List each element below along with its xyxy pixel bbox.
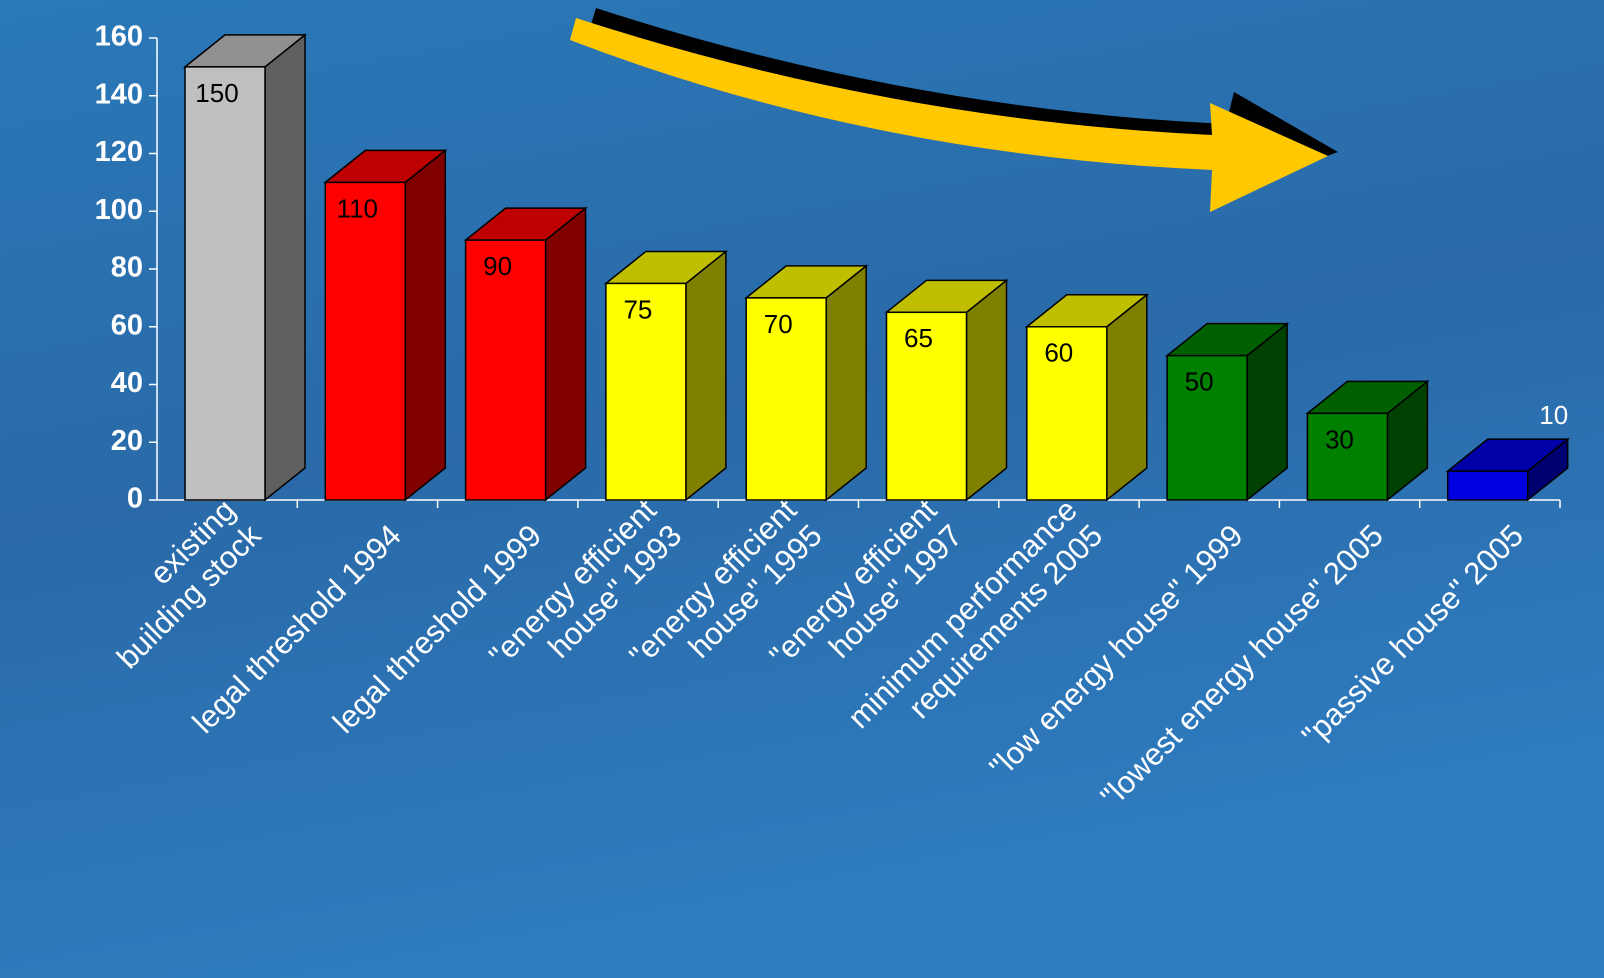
value-label: 150 [195,78,238,108]
value-label: 65 [904,323,933,353]
bar [1305,379,1430,502]
bar-side [544,206,587,502]
y-tick-label: 40 [111,367,143,399]
value-label: 10 [1539,400,1568,430]
value-label: 75 [623,294,652,324]
bar-side [264,33,306,502]
bar-front [1446,470,1529,501]
bar [1445,437,1570,502]
y-tick-label: 100 [95,194,143,226]
bar-side [965,278,1008,502]
y-tick-label: 80 [111,252,143,284]
bar-side [825,264,867,502]
y-tick-label: 160 [95,21,143,53]
y-tick-label: 120 [95,136,143,168]
bar-side [404,148,447,502]
bar-front [1026,326,1108,501]
bar [463,206,588,502]
bar-side [685,249,727,502]
bar [603,249,729,502]
value-label: 30 [1325,424,1354,454]
bar-side [1106,293,1148,502]
bar [1164,322,1290,502]
bar-front [1306,412,1389,501]
y-tick-label: 0 [127,483,143,515]
bar [182,33,308,502]
bar [323,148,448,502]
bar-front [1166,354,1248,501]
value-label: 90 [483,251,512,281]
bar [744,264,869,502]
bar [1024,293,1149,502]
bar-front [885,311,968,501]
bar-front [745,297,827,501]
bar [884,278,1009,502]
trend-arrow [570,8,1338,212]
y-tick-label: 20 [111,425,143,457]
value-label: 60 [1044,338,1073,368]
value-label: 110 [337,193,378,223]
y-tick-label: 140 [95,78,143,110]
value-label: 50 [1185,367,1214,397]
bar-front [324,181,407,501]
bar-front [464,239,547,501]
bar-front [605,282,687,501]
value-label: 70 [764,309,793,339]
y-tick-label: 60 [111,309,143,341]
bar-front [184,66,266,501]
